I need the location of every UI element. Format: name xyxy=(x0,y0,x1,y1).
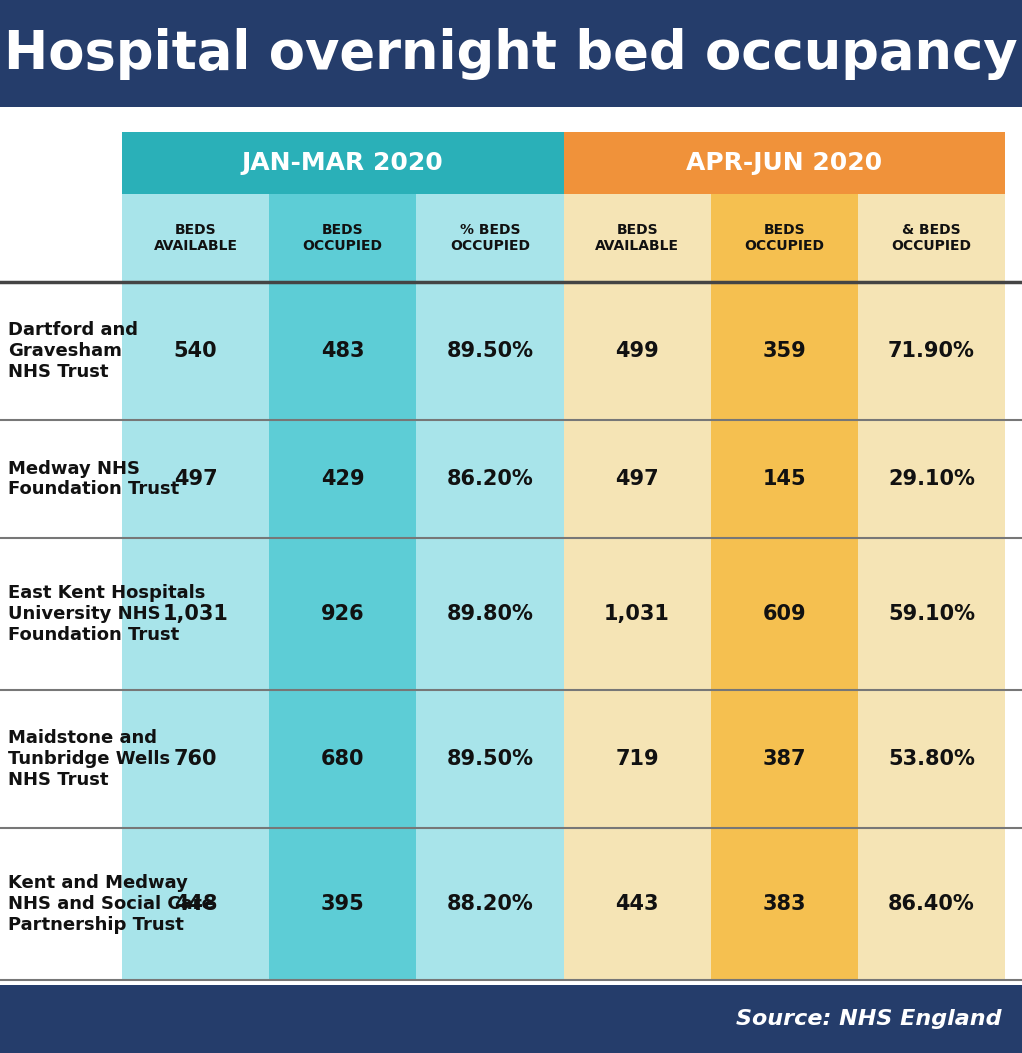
Text: 540: 540 xyxy=(174,341,218,361)
Bar xyxy=(563,538,710,690)
Bar xyxy=(269,282,416,420)
Bar xyxy=(0,985,1022,1053)
Bar xyxy=(122,132,563,194)
Text: 719: 719 xyxy=(615,749,659,769)
Text: 429: 429 xyxy=(321,469,365,489)
Bar xyxy=(122,828,269,980)
Bar xyxy=(857,282,1005,420)
Text: 29.10%: 29.10% xyxy=(888,469,975,489)
Bar xyxy=(563,132,1005,194)
Bar xyxy=(563,420,710,538)
Bar xyxy=(416,828,563,980)
Text: 760: 760 xyxy=(174,749,218,769)
Text: 359: 359 xyxy=(762,341,806,361)
Text: & BEDS
OCCUPIED: & BEDS OCCUPIED xyxy=(891,223,972,253)
Bar xyxy=(710,690,857,828)
Bar xyxy=(0,107,1022,985)
Text: 395: 395 xyxy=(321,894,365,914)
Text: 483: 483 xyxy=(321,341,365,361)
Text: 609: 609 xyxy=(762,603,806,623)
Text: 680: 680 xyxy=(321,749,365,769)
Text: JAN-MAR 2020: JAN-MAR 2020 xyxy=(242,151,444,175)
Text: 53.80%: 53.80% xyxy=(888,749,975,769)
Text: 497: 497 xyxy=(174,469,218,489)
Bar xyxy=(0,828,122,980)
Text: APR-JUN 2020: APR-JUN 2020 xyxy=(686,151,882,175)
Text: 89.50%: 89.50% xyxy=(447,341,533,361)
Text: Source: NHS England: Source: NHS England xyxy=(737,1009,1002,1029)
Text: 1,031: 1,031 xyxy=(162,603,229,623)
Text: 443: 443 xyxy=(615,894,659,914)
Text: 88.20%: 88.20% xyxy=(447,894,533,914)
Text: 448: 448 xyxy=(174,894,218,914)
Bar xyxy=(710,828,857,980)
Text: 145: 145 xyxy=(762,469,806,489)
Bar xyxy=(710,538,857,690)
Text: 387: 387 xyxy=(762,749,806,769)
Text: Medway NHS
Foundation Trust: Medway NHS Foundation Trust xyxy=(8,459,179,498)
Bar xyxy=(269,420,416,538)
Bar xyxy=(122,420,269,538)
Text: 497: 497 xyxy=(615,469,659,489)
Text: Maidstone and
Tunbridge Wells
NHS Trust: Maidstone and Tunbridge Wells NHS Trust xyxy=(8,729,170,789)
Text: 1,031: 1,031 xyxy=(604,603,670,623)
Bar xyxy=(857,420,1005,538)
Text: BEDS
AVAILABLE: BEDS AVAILABLE xyxy=(153,223,237,253)
Bar xyxy=(122,282,269,420)
Bar xyxy=(0,420,122,538)
Text: 59.10%: 59.10% xyxy=(888,603,975,623)
Text: 499: 499 xyxy=(615,341,659,361)
Text: 89.50%: 89.50% xyxy=(447,749,533,769)
Text: Hospital overnight bed occupancy: Hospital overnight bed occupancy xyxy=(4,27,1018,79)
Bar xyxy=(857,690,1005,828)
Bar xyxy=(122,690,269,828)
Bar xyxy=(563,690,710,828)
Text: 86.20%: 86.20% xyxy=(447,469,533,489)
Bar xyxy=(269,538,416,690)
Bar xyxy=(563,282,710,420)
Bar xyxy=(416,420,563,538)
Bar xyxy=(710,282,857,420)
Bar xyxy=(416,282,563,420)
Bar xyxy=(563,194,710,282)
Bar xyxy=(269,690,416,828)
Bar xyxy=(710,420,857,538)
Bar xyxy=(0,282,122,420)
Text: East Kent Hospitals
University NHS
Foundation Trust: East Kent Hospitals University NHS Found… xyxy=(8,584,205,643)
Bar xyxy=(857,538,1005,690)
Text: BEDS
OCCUPIED: BEDS OCCUPIED xyxy=(303,223,383,253)
Bar xyxy=(416,538,563,690)
Bar xyxy=(122,538,269,690)
Text: 86.40%: 86.40% xyxy=(888,894,975,914)
Bar xyxy=(416,194,563,282)
Text: Kent and Medway
NHS and Social Care
Partnership Trust: Kent and Medway NHS and Social Care Part… xyxy=(8,874,214,934)
Text: BEDS
AVAILABLE: BEDS AVAILABLE xyxy=(595,223,679,253)
Text: BEDS
OCCUPIED: BEDS OCCUPIED xyxy=(744,223,825,253)
Bar xyxy=(122,194,269,282)
Bar xyxy=(0,0,1022,107)
Bar xyxy=(857,194,1005,282)
Bar xyxy=(269,194,416,282)
Bar xyxy=(710,194,857,282)
Text: 71.90%: 71.90% xyxy=(888,341,975,361)
Bar xyxy=(0,538,122,690)
Bar xyxy=(0,690,122,828)
Bar xyxy=(416,690,563,828)
Text: 383: 383 xyxy=(762,894,806,914)
Bar xyxy=(269,828,416,980)
Text: % BEDS
OCCUPIED: % BEDS OCCUPIED xyxy=(450,223,530,253)
Text: 89.80%: 89.80% xyxy=(447,603,533,623)
Text: Dartford and
Gravesham
NHS Trust: Dartford and Gravesham NHS Trust xyxy=(8,321,138,381)
Bar xyxy=(857,828,1005,980)
Bar xyxy=(563,828,710,980)
Text: 926: 926 xyxy=(321,603,365,623)
